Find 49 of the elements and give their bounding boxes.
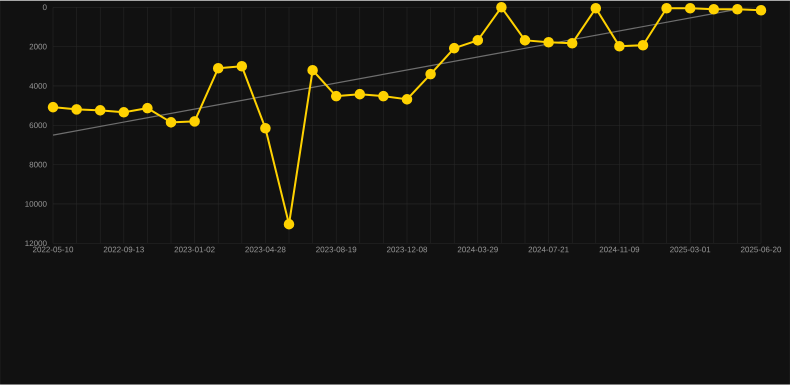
point bbox=[48, 102, 58, 113]
x-tick-label: 2022-05-10 bbox=[32, 246, 74, 253]
x-tick-label: 2024-07-21 bbox=[528, 246, 569, 253]
point bbox=[472, 35, 484, 46]
point bbox=[566, 38, 578, 49]
x-tick-label: 2023-08-19 bbox=[316, 246, 356, 253]
point bbox=[330, 91, 342, 102]
x-tick-label: 2024-11-09 bbox=[600, 246, 640, 253]
x-tick-label: 2024-03-29 bbox=[458, 246, 498, 253]
point bbox=[354, 89, 366, 100]
point bbox=[284, 219, 294, 230]
point bbox=[260, 123, 271, 134]
point bbox=[402, 94, 412, 105]
point bbox=[212, 63, 224, 74]
point bbox=[684, 3, 696, 14]
point bbox=[118, 107, 130, 118]
point bbox=[166, 117, 176, 128]
point bbox=[142, 103, 153, 114]
point bbox=[94, 105, 106, 116]
point bbox=[708, 4, 720, 15]
x-tick-label: 2025-06-20 bbox=[740, 246, 782, 253]
point bbox=[661, 3, 672, 14]
point bbox=[496, 2, 507, 13]
y-tick-label: 0 bbox=[42, 4, 47, 10]
point bbox=[756, 5, 766, 16]
point bbox=[590, 3, 602, 14]
point bbox=[236, 61, 248, 72]
x-tick-label: 2023-01-02 bbox=[174, 246, 215, 253]
y-tick-label: 6000 bbox=[30, 122, 47, 128]
point bbox=[614, 41, 625, 52]
point bbox=[189, 116, 200, 127]
point bbox=[638, 40, 648, 51]
y-tick-label: 2000 bbox=[30, 44, 47, 50]
x-tick-label: 2023-04-28 bbox=[245, 246, 286, 253]
point bbox=[378, 91, 389, 102]
x-tick-label: 2025-03-01 bbox=[670, 246, 710, 253]
point bbox=[520, 35, 530, 46]
point bbox=[543, 37, 554, 48]
y-tick-label: 10000 bbox=[25, 201, 47, 207]
point bbox=[448, 43, 460, 54]
y-tick-label: 4000 bbox=[29, 83, 47, 89]
point bbox=[425, 69, 436, 80]
x-tick-label: 2023-12-08 bbox=[386, 246, 428, 253]
point bbox=[732, 4, 743, 15]
y-tick-label: 12000 bbox=[25, 240, 47, 246]
point bbox=[307, 65, 318, 76]
y-tick-label: 8000 bbox=[30, 162, 47, 168]
x-tick-label: 2022-09-13 bbox=[104, 246, 144, 253]
point bbox=[71, 104, 82, 115]
